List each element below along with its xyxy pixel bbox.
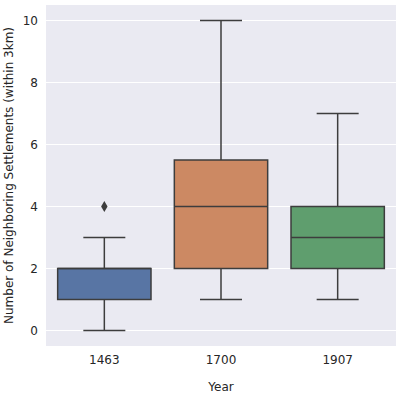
plot-background [46, 5, 396, 346]
y-tick-label: 2 [30, 262, 38, 276]
box [291, 207, 384, 269]
y-axis-line [46, 6, 47, 347]
grid-line [46, 20, 396, 21]
y-axis-title: Number of Neighboring Settlements (withi… [2, 27, 16, 324]
grid [46, 21, 396, 331]
whisker-high [337, 114, 339, 207]
whisker-low [220, 269, 222, 300]
x-axis: 1463 1700 1907 [47, 346, 397, 367]
grid-line [46, 330, 396, 331]
y-tick: 2 [30, 262, 46, 276]
cap-high [317, 113, 359, 115]
median [291, 237, 384, 239]
y-tick: 8 [30, 76, 46, 90]
x-tick: 1907 [322, 346, 353, 367]
cap-low [317, 299, 359, 301]
x-tick-label: 1463 [89, 353, 120, 367]
x-tick-label: 1700 [206, 353, 237, 367]
chart: 0 2 4 6 8 10 1463 1700 1907 Year Number of Neighbo… [0, 0, 400, 400]
median [174, 206, 267, 208]
median [58, 268, 151, 270]
x-tick: 1700 [206, 346, 237, 367]
y-tick-label: 10 [23, 14, 38, 28]
box-group [174, 21, 267, 300]
box-group [291, 114, 384, 300]
y-axis: 0 2 4 6 8 10 [23, 6, 47, 347]
y-tick: 10 [23, 14, 46, 28]
box [58, 269, 151, 300]
boxes [58, 21, 385, 331]
whisker-high [104, 238, 106, 269]
x-tick-label: 1907 [322, 353, 353, 367]
y-tick-label: 6 [30, 138, 38, 152]
x-axis-line [47, 346, 397, 347]
y-tick: 4 [30, 200, 46, 214]
whisker-low [104, 300, 106, 331]
box-group [58, 201, 151, 331]
box [174, 160, 267, 269]
y-tick-label: 8 [30, 76, 38, 90]
cap-high [200, 20, 242, 22]
y-tick: 0 [30, 324, 46, 338]
y-tick-label: 0 [30, 324, 38, 338]
cap-high [83, 237, 125, 239]
outlier [101, 201, 107, 212]
cap-low [200, 299, 242, 301]
whisker-high [220, 21, 222, 161]
x-tick: 1463 [89, 346, 120, 367]
plot: 0 2 4 6 8 10 1463 1700 1907 [23, 5, 397, 367]
y-tick: 6 [30, 138, 46, 152]
whisker-low [337, 269, 339, 300]
y-tick-label: 4 [30, 200, 38, 214]
cap-low [83, 330, 125, 332]
x-axis-title: Year [207, 380, 233, 394]
